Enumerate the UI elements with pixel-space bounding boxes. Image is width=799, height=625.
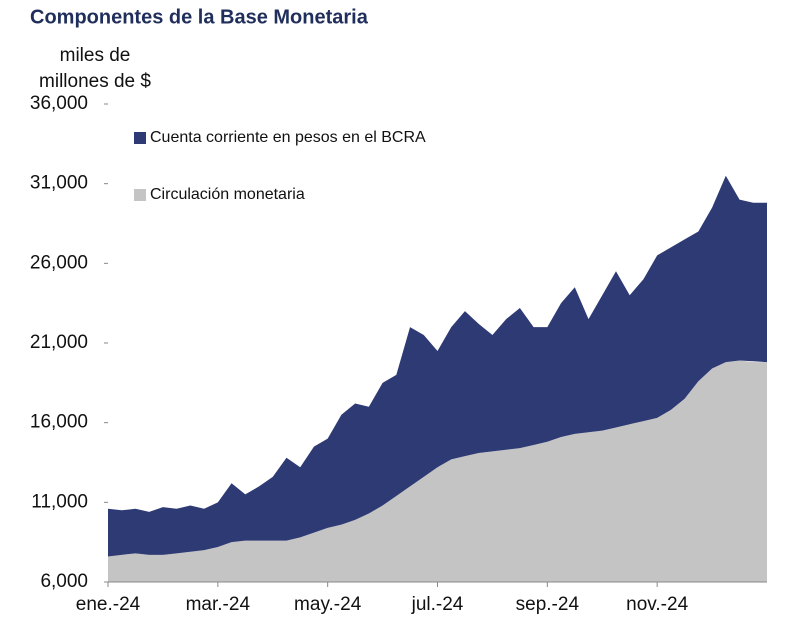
- x-tick-label: nov.-24: [626, 594, 688, 615]
- x-tick-label: may.-24: [294, 594, 362, 615]
- y-tick-label: 21,000: [30, 332, 88, 353]
- legend-label: Cuenta corriente en pesos en el BCRA: [150, 129, 426, 146]
- y-tick-label: 11,000: [31, 491, 88, 512]
- y-tick-label: 6,000: [40, 571, 88, 592]
- area: [108, 175, 767, 557]
- legend-label: Circulación monetaria: [150, 186, 305, 203]
- x-tick-label: ene.-24: [76, 594, 141, 615]
- legend-swatch: [134, 132, 146, 144]
- y-tick-label: 31,000: [30, 173, 88, 194]
- y-axis-label: miles de: [60, 45, 131, 66]
- y-tick-label: 16,000: [30, 412, 88, 433]
- x-tick-label: sep.-24: [516, 594, 580, 615]
- y-tick-label: 26,000: [30, 252, 88, 273]
- chart-title: Componentes de la Base Monetaria: [30, 6, 369, 28]
- y-tick-label: 36,000: [30, 93, 88, 114]
- x-tick-label: jul.-24: [411, 594, 464, 615]
- legend-swatch: [134, 189, 146, 201]
- area: [108, 360, 767, 582]
- y-axis-label: millones de $: [39, 71, 151, 92]
- x-tick-label: mar.-24: [186, 594, 251, 615]
